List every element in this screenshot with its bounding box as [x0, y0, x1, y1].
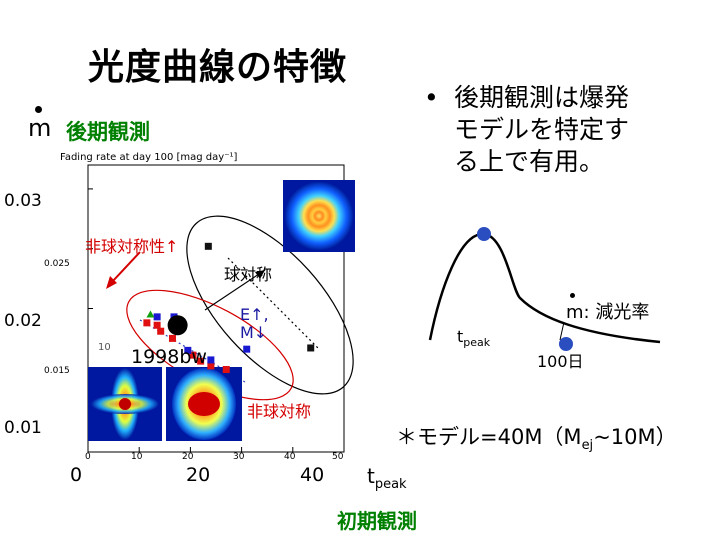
x-tick-label: 20	[186, 464, 211, 486]
y-tick-label: 0.01	[4, 418, 42, 438]
x-axis-label: tpeak	[367, 464, 407, 492]
rate-symbol: m	[566, 302, 584, 323]
data-point-asymmetric-blue	[243, 345, 251, 353]
inner-y-tick-label: 0.015	[44, 366, 70, 376]
inner-x-tick-label: 30	[233, 452, 245, 462]
bullet-line-3: る上で有用。	[454, 147, 605, 176]
bullet-line-2: モデルを特定す	[454, 115, 630, 144]
peak-point	[477, 227, 491, 241]
nonspherical-annotation: 非球対称	[247, 402, 312, 421]
rate-label: m: 減光率	[566, 293, 650, 324]
bullet-line-1: 後期観測は爆発	[454, 83, 630, 112]
data-point-asymmetric-red	[153, 321, 161, 329]
rate-pointer	[559, 321, 565, 341]
asymmetric-model-image	[166, 367, 242, 441]
dot-size-label: 10	[98, 342, 111, 353]
spherical-ellipse	[186, 215, 354, 395]
inner-x-tick-label: 40	[284, 452, 296, 462]
data-point-asymmetric-red	[222, 365, 230, 373]
model-note: ＊モデル=40M（Mej~10M）	[396, 421, 677, 453]
mass-annotation: M↓	[240, 323, 268, 342]
slide-title: 光度曲線の特徴	[88, 47, 348, 88]
data-point-asymmetric-red	[168, 334, 176, 342]
energy-mass-annotation: E↑, M↓	[240, 306, 290, 342]
data-point-spherical	[307, 344, 315, 352]
asymmetry-arrow-head	[106, 276, 117, 289]
spherical-trend-line	[227, 257, 319, 349]
tpeak-sub: peak	[463, 336, 491, 350]
data-point-sn-1998bw	[167, 315, 188, 336]
late-observation-label: 後期観測	[66, 120, 150, 144]
data-point-asymmetric-red	[189, 351, 197, 359]
data-point-asymmetric-blue	[207, 356, 215, 364]
day100-point	[559, 337, 573, 351]
rate-text: : 減光率	[583, 302, 650, 323]
energy-arrow-head	[255, 270, 265, 279]
inner-y-tick-label: 0.025	[44, 259, 70, 269]
data-points	[143, 242, 315, 373]
data-point-asymmetric-blue	[184, 346, 192, 354]
m-dot-text: m	[28, 114, 52, 142]
asymmetry-annotation: 非球対称性↑	[85, 237, 179, 256]
x-tick-label: 0	[70, 464, 83, 486]
tpeak-label: tpeak	[457, 327, 490, 349]
data-point-spherical	[204, 242, 212, 250]
m-dot-symbol: m	[28, 106, 52, 142]
data-point-asymmetric-red	[157, 327, 165, 335]
inner-x-tick-label: 20	[182, 452, 194, 462]
x-tick-label: 40	[300, 464, 325, 486]
data-point-asymmetric-red	[197, 357, 205, 365]
jet-model-image	[88, 367, 162, 441]
plot-title: Fading rate at day 100 [mag day⁻¹]	[60, 152, 238, 163]
spherical-model-image	[283, 180, 355, 252]
inner-x-tick-label: 0	[85, 452, 91, 462]
y-tick-label: 0.03	[4, 191, 42, 211]
dot-accent	[570, 293, 575, 298]
x-axis-label-main: t	[367, 464, 375, 488]
y-tick-label: 0.02	[4, 311, 42, 331]
bullet-mark: •	[424, 83, 439, 112]
data-point-asymmetric-blue	[153, 313, 161, 321]
early-observation-label: 初期観測	[337, 509, 417, 533]
data-point-asymmetric-red	[207, 362, 215, 370]
bullet-point: • 後期観測は爆発 モデルを特定す る上で有用。	[424, 82, 720, 178]
asymmetry-arrow-line	[111, 251, 141, 283]
spherical-annotation: 球対称	[224, 265, 273, 284]
day100-label: 100日	[537, 352, 584, 371]
model-note-prefix: ＊モデル=40M（M	[396, 425, 582, 449]
energy-arrow-line	[204, 269, 266, 311]
tpeak-main: t	[457, 327, 464, 346]
energy-annotation: E↑,	[240, 305, 269, 324]
data-point-asymmetric-red	[143, 319, 151, 327]
inner-x-tick-label: 10	[131, 452, 143, 462]
model-note-suffix: ~10M）	[593, 425, 677, 449]
sn1998bw-label: 1998bw	[131, 346, 207, 368]
x-axis-label-sub: peak	[374, 477, 407, 492]
dot-accent	[35, 106, 42, 113]
light-curve	[428, 232, 661, 344]
data-point-green	[146, 310, 155, 318]
inner-x-tick-label: 50	[332, 452, 344, 462]
model-note-sub: ej	[581, 438, 594, 454]
